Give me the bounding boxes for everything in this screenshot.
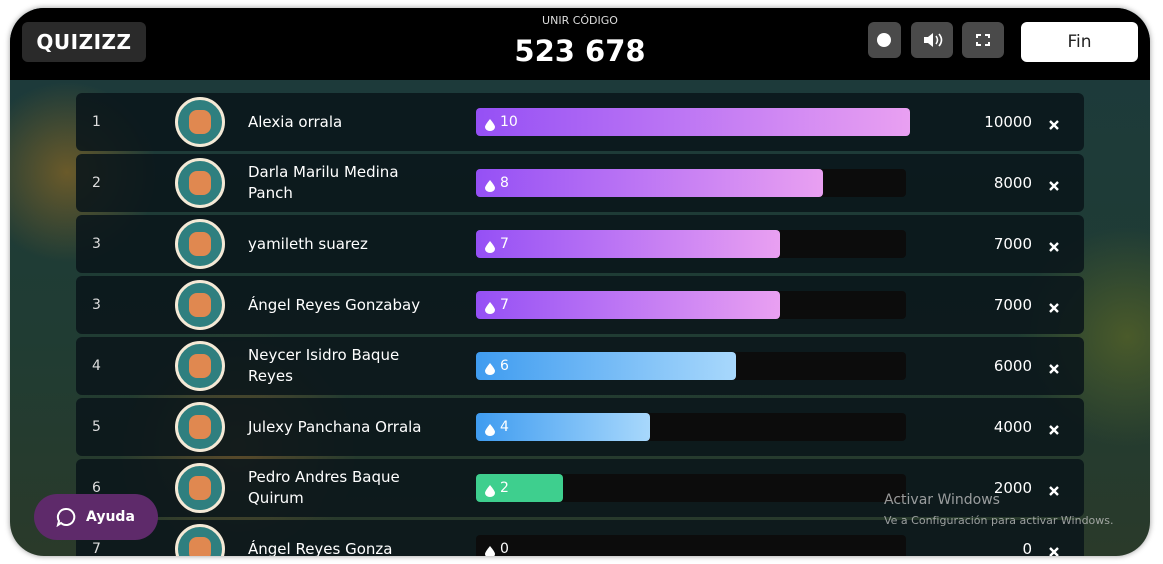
remove-button[interactable] xyxy=(1048,543,1060,556)
streak-track: 6 xyxy=(476,352,906,380)
drop-icon xyxy=(485,482,495,501)
rank: 1 xyxy=(92,93,101,151)
score: 7000 xyxy=(994,276,1032,334)
remove-button[interactable] xyxy=(1048,299,1060,318)
join-label: UNIR CÓDIGO xyxy=(480,14,680,27)
drop-icon xyxy=(485,238,495,257)
avatar-icon xyxy=(189,171,211,195)
player-name: Julexy Panchana Orrala xyxy=(248,398,438,456)
rank: 2 xyxy=(92,154,101,212)
end-button[interactable]: Fin xyxy=(1021,22,1138,62)
streak-track: 0 xyxy=(476,535,906,556)
avatar-icon xyxy=(189,110,211,134)
remove-button[interactable] xyxy=(1048,238,1060,257)
streak-label: 10 xyxy=(500,108,518,136)
avatar-icon xyxy=(189,232,211,256)
drop-icon xyxy=(485,360,495,379)
streak-label: 2 xyxy=(500,474,509,502)
avatar-icon xyxy=(189,354,211,378)
streak-bar xyxy=(476,230,780,258)
avatar xyxy=(175,219,225,269)
avatar-icon xyxy=(189,293,211,317)
join-code: 523 678 xyxy=(480,34,680,68)
streak-label: 6 xyxy=(500,352,509,380)
sound-icon xyxy=(911,22,953,58)
remove-button[interactable] xyxy=(1048,482,1060,501)
leaderboard-row: 5 Julexy Panchana Orrala 4 4000 xyxy=(76,398,1084,456)
rank: 3 xyxy=(92,276,101,334)
streak-bar xyxy=(476,169,823,197)
player-name: Ángel Reyes Gonzabay xyxy=(248,276,438,334)
leaderboard-row: 3 yamileth suarez 7 7000 xyxy=(76,215,1084,273)
streak-label: 7 xyxy=(500,291,509,319)
score: 2000 xyxy=(994,459,1032,517)
chat-icon xyxy=(56,507,76,527)
remove-button[interactable] xyxy=(1048,421,1060,440)
streak-label: 0 xyxy=(500,535,509,556)
score: 10000 xyxy=(984,93,1032,151)
avatar xyxy=(175,341,225,391)
score: 6000 xyxy=(994,337,1032,395)
remove-button[interactable] xyxy=(1048,116,1060,135)
sound-button[interactable] xyxy=(911,22,953,58)
streak-track: 4 xyxy=(476,413,906,441)
top-bar: QUIZIZZ UNIR CÓDIGO 523 678 Fin xyxy=(10,8,1150,80)
player-name: yamileth suarez xyxy=(248,215,438,273)
leaderboard-row: 3 Ángel Reyes Gonzabay 7 7000 xyxy=(76,276,1084,334)
remove-button[interactable] xyxy=(1048,360,1060,379)
fullscreen-icon xyxy=(962,22,1004,58)
streak-label: 8 xyxy=(500,169,509,197)
watermark-subtitle: Ve a Configuración para activar Windows. xyxy=(884,514,1114,527)
help-button[interactable]: Ayuda xyxy=(34,494,158,540)
app-window: 1 Alexia orrala 10 10000 2 Darla Marilu Medin… xyxy=(10,8,1150,556)
rank: 5 xyxy=(92,398,101,456)
score: 7000 xyxy=(994,215,1032,273)
streak-bar xyxy=(476,108,910,136)
avatar xyxy=(175,463,225,513)
player-name: Ángel Reyes Gonza xyxy=(248,520,438,556)
avatar xyxy=(175,280,225,330)
avatar xyxy=(175,97,225,147)
leaderboard-row: 4 Neycer Isidro Baque Reyes 6 6000 xyxy=(76,337,1084,395)
help-label: Ayuda xyxy=(86,494,135,540)
streak-track: 10 xyxy=(476,108,906,136)
drop-icon xyxy=(485,299,495,318)
rank: 3 xyxy=(92,215,101,273)
palette-icon xyxy=(868,22,901,58)
logo[interactable]: QUIZIZZ xyxy=(22,22,146,62)
player-name: Darla Marilu Medina Panch xyxy=(248,154,438,212)
drop-icon xyxy=(485,177,495,196)
avatar xyxy=(175,158,225,208)
streak-track: 7 xyxy=(476,291,906,319)
avatar xyxy=(175,402,225,452)
streak-track: 8 xyxy=(476,169,906,197)
avatar xyxy=(175,524,225,556)
streak-bar xyxy=(476,352,736,380)
score: 8000 xyxy=(994,154,1032,212)
streak-bar xyxy=(476,291,780,319)
remove-button[interactable] xyxy=(1048,177,1060,196)
player-name: Neycer Isidro Baque Reyes xyxy=(248,337,438,395)
player-name: Alexia orrala xyxy=(248,93,438,151)
streak-label: 4 xyxy=(500,413,509,441)
avatar-icon xyxy=(189,476,211,500)
leaderboard-row: 1 Alexia orrala 10 10000 xyxy=(76,93,1084,151)
avatar-icon xyxy=(189,415,211,439)
drop-icon xyxy=(485,543,495,556)
rank: 4 xyxy=(92,337,101,395)
drop-icon xyxy=(485,421,495,440)
drop-icon xyxy=(485,116,495,135)
score: 4000 xyxy=(994,398,1032,456)
page: 1 Alexia orrala 10 10000 2 Darla Marilu Medin… xyxy=(0,0,1163,564)
streak-track: 2 xyxy=(476,474,906,502)
player-name: Pedro Andres Baque Quirum xyxy=(248,459,438,517)
fullscreen-button[interactable] xyxy=(962,22,1004,58)
theme-button[interactable] xyxy=(868,22,901,58)
watermark-title: Activar Windows xyxy=(884,492,1000,508)
streak-track: 7 xyxy=(476,230,906,258)
streak-label: 7 xyxy=(500,230,509,258)
leaderboard-row: 2 Darla Marilu Medina Panch 8 8000 xyxy=(76,154,1084,212)
avatar-icon xyxy=(189,537,211,556)
